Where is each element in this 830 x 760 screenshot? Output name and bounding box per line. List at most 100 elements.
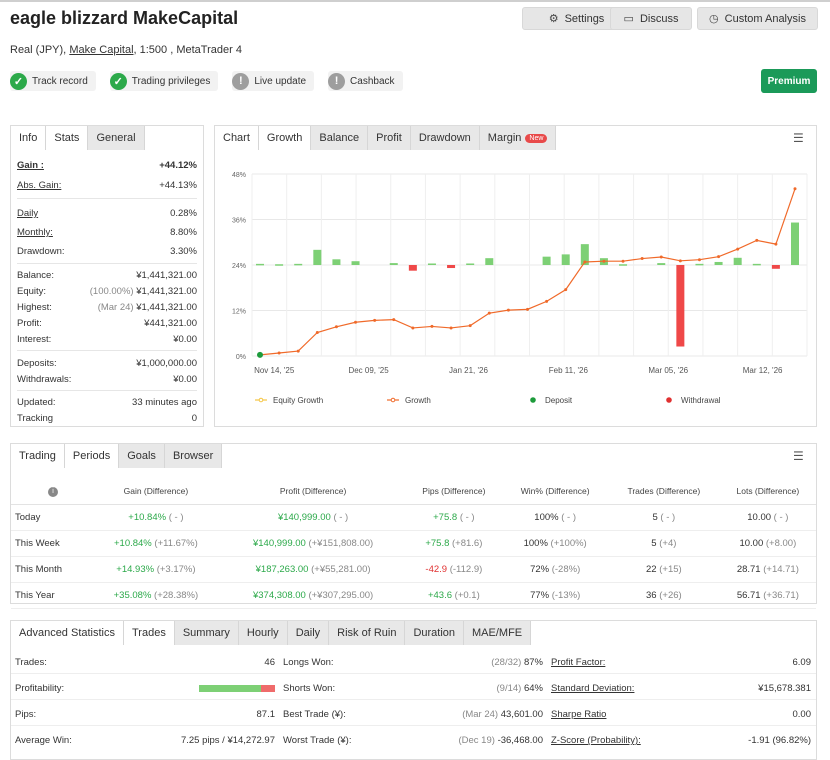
growth-point (411, 326, 415, 330)
cell-win: 77% (-13%) (502, 582, 608, 609)
tab-goals[interactable]: Goals (119, 444, 165, 468)
deposit-bar (752, 263, 761, 266)
growth-point (506, 308, 510, 312)
zscore-row: Z-Score (Probability): -1.91 (96.82%) (551, 735, 811, 746)
withdrawal-bar (771, 265, 780, 269)
profit-factor-row: Profit Factor: 6.09 (551, 657, 811, 668)
cell-lots: 56.71 (+36.71) (719, 582, 816, 609)
chart-filter-icon[interactable]: ☰ (793, 131, 804, 145)
profitability-bar-fill (199, 685, 262, 692)
tab-info[interactable]: Info (11, 126, 47, 150)
cell-diff: (+8.00) (765, 537, 797, 549)
cell-gain: +10.84% (+11.67%) (91, 530, 221, 557)
badge-trading-privileges[interactable]: ✓ Trading privileges (109, 71, 219, 91)
info-tabs: Info Stats General (11, 126, 203, 150)
deposit-bar (313, 249, 322, 265)
broker-link[interactable]: Make Capital (69, 44, 134, 56)
growth-point (277, 351, 281, 355)
deposit-bar (580, 244, 589, 265)
y-tick-label: 0% (236, 354, 246, 361)
tab-hourly[interactable]: Hourly (238, 621, 288, 645)
cell-pips: +43.6 (+0.1) (405, 582, 503, 609)
tab-stats[interactable]: Stats (46, 126, 89, 150)
cell-value: 100% (534, 511, 559, 523)
worst-trade-row: Worst Trade (¥): (Dec 19) -36,468.00 (283, 735, 543, 746)
badge-track-record[interactable]: ✓ Track record (10, 71, 96, 91)
cell-diff: (-13%) (551, 589, 581, 601)
growth-point (354, 320, 358, 324)
cell-diff: ( - ) (333, 511, 349, 523)
cell-pips: -42.9 (-112.9) (405, 556, 503, 583)
cell-diff: (+26) (659, 589, 682, 601)
tab-chart[interactable]: Chart (215, 126, 259, 150)
badge-cashback[interactable]: ! Cashback (328, 71, 403, 91)
settings-button[interactable]: ⚙ Settings (522, 7, 631, 30)
periods-table: i Gain (Difference) Profit (Difference) … (11, 478, 816, 609)
growth-point (315, 330, 319, 334)
tab-balance[interactable]: Balance (311, 126, 369, 150)
cell-profit: ¥140,999.00 (+¥151,808.00) (220, 530, 406, 557)
cell-profit: ¥187,263.00 (+¥55,281.00) (220, 556, 406, 583)
tab-summary[interactable]: Summary (174, 621, 239, 645)
cell-diff: (+28.38%) (154, 589, 199, 601)
tab-trades[interactable]: Trades (124, 621, 175, 645)
cell-diff: (+36.71) (763, 589, 799, 601)
col-profit: Profit (Difference) (220, 478, 406, 505)
tab-general[interactable]: General (88, 126, 145, 150)
tab-mae-mfe[interactable]: MAE/MFE (464, 621, 532, 645)
deposit-bar (275, 264, 284, 266)
tab-drawdown[interactable]: Drawdown (410, 126, 480, 150)
growth-point (430, 324, 434, 328)
withdrawal-bar (408, 265, 417, 271)
new-badge: New (525, 133, 548, 143)
deposit-bar (256, 263, 264, 266)
growth-line (259, 188, 796, 356)
tab-daily[interactable]: Daily (287, 621, 330, 645)
tab-risk-of-ruin[interactable]: Risk of Ruin (329, 621, 406, 645)
legend-equity-growth-marker (258, 397, 264, 403)
cell-value: ¥374,308.00 (252, 589, 306, 601)
verification-badges: ✓ Track record ✓ Trading privileges ! Li… (10, 71, 403, 91)
cell-diff: (+14.71) (763, 563, 799, 575)
table-row: Today +10.84% ( - ) ¥140,999.00 ( - ) +75.8… (11, 504, 816, 531)
info-panel: Info Stats General Gain : +44.12% Abs. G… (10, 125, 204, 427)
deposit-bar (791, 222, 799, 265)
tab-advanced-statistics: Advanced Statistics (11, 621, 124, 645)
growth-point (449, 326, 453, 330)
cell-value: 5 (652, 511, 658, 523)
tab-growth[interactable]: Growth (258, 126, 312, 150)
tab-browser[interactable]: Browser (164, 444, 223, 468)
periods-table-body: Today +10.84% ( - ) ¥140,999.00 ( - ) +75.8… (11, 504, 816, 609)
table-row: This Week +10.84% (+11.67%) ¥140,999.00 (+… (11, 530, 816, 557)
deposit-bar (389, 263, 398, 265)
deposit-bar (733, 257, 742, 265)
col-gain: Gain (Difference) (91, 478, 221, 505)
tab-periods[interactable]: Periods (64, 444, 120, 468)
withdrawals-row: Withdrawals: ¥0.00 (17, 374, 197, 385)
growth-point (755, 238, 759, 242)
divider (17, 198, 197, 199)
start-marker (257, 351, 263, 358)
badge-live-update[interactable]: ! Live update (232, 71, 315, 91)
growth-point (583, 260, 587, 264)
cell-value: +75.8 (425, 537, 450, 549)
tab-profit[interactable]: Profit (368, 126, 411, 150)
exclamation-icon: ! (328, 72, 346, 90)
chart-labels: 0% 12% 24% 36% 48% Nov 14, '25 Dec 09, '25 Jan … (232, 172, 783, 375)
periods-filter-icon[interactable]: ☰ (793, 449, 804, 463)
cell-profit: ¥140,999.00 ( - ) (220, 504, 406, 531)
interest-row: Interest: ¥0.00 (17, 334, 197, 345)
growth-point (564, 288, 568, 292)
withdrawal-bar (447, 265, 456, 269)
cell-pips: +75.8 ( - ) (405, 504, 503, 531)
custom-analysis-button[interactable]: ◷ Custom Analysis (697, 7, 818, 30)
premium-button[interactable]: Premium (761, 69, 817, 93)
cell-value: 10.00 (747, 511, 772, 523)
discuss-button[interactable]: ▭ Discuss (610, 7, 692, 30)
growth-point (392, 318, 396, 322)
tab-duration[interactable]: Duration (405, 621, 465, 645)
tab-margin[interactable]: Margin New (479, 126, 557, 150)
tab-trading[interactable]: Trading (11, 444, 65, 468)
legend-deposit-label: Deposit (545, 396, 573, 405)
info-icon[interactable]: i (11, 478, 91, 505)
